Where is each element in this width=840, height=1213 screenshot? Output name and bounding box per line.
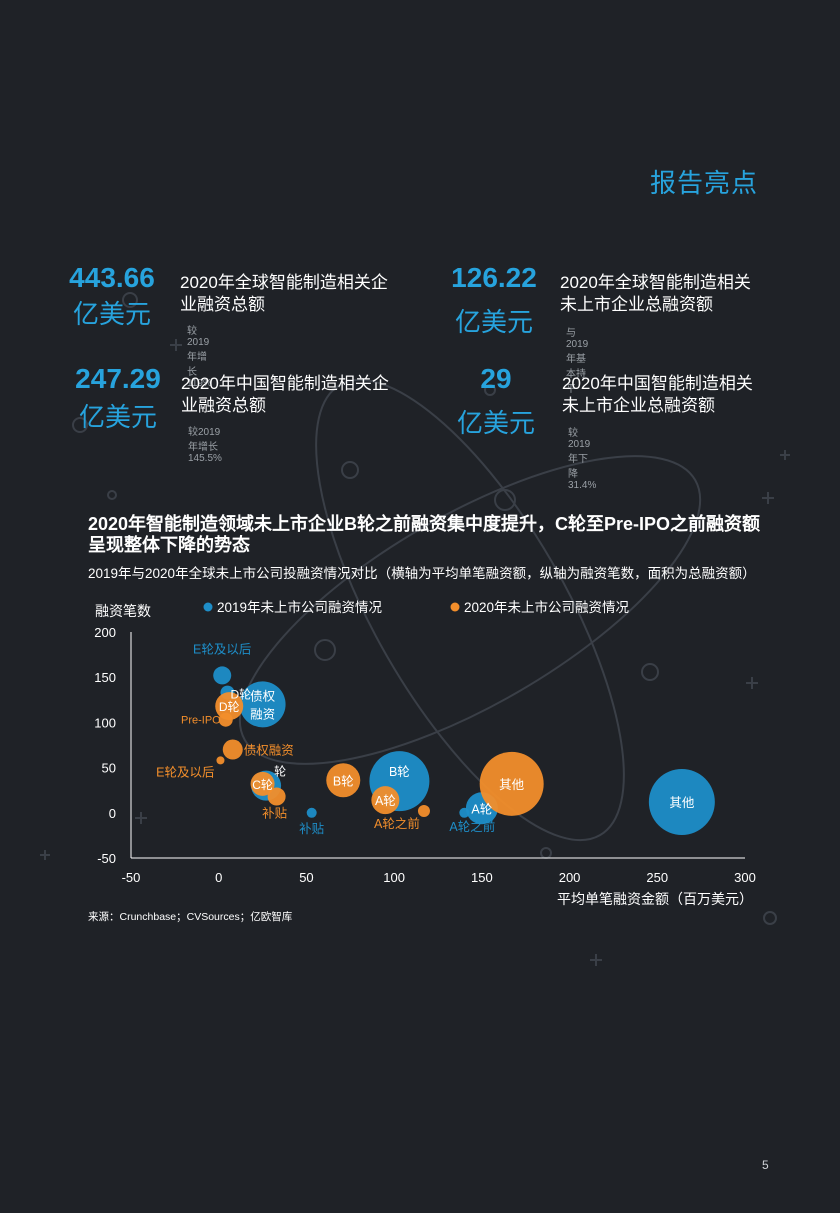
stat-unit: 亿美元: [72, 299, 151, 329]
stat-unit: 亿美元: [454, 307, 533, 337]
bubble-label: 债权: [250, 688, 276, 703]
bubble-label: E轮及以后: [193, 642, 251, 656]
bubble-label: 债权融资: [244, 743, 294, 758]
bubble-label: 补贴: [262, 806, 287, 821]
bubble-label: B轮: [333, 774, 354, 788]
bubble-2020: [250, 771, 275, 796]
bubble-label: A轮: [375, 794, 396, 808]
stat-desc-line1: 2020年全球智能制造相关企: [180, 273, 388, 292]
bubble-label: B轮: [389, 765, 410, 779]
stat-unit: 亿美元: [456, 408, 535, 438]
x-tick-label: 200: [559, 870, 581, 885]
y-tick-label: 50: [102, 761, 116, 776]
page-number: 5: [762, 1158, 769, 1172]
bubble-label: Pre-IPO: [181, 715, 221, 727]
bubble-label: E轮及以后: [156, 765, 214, 779]
y-tick-label: 200: [94, 625, 116, 640]
bubble-label: D轮: [230, 688, 251, 702]
y-axis-label: 融资笔数: [95, 603, 151, 619]
stat-value: 443.66: [69, 262, 155, 293]
bubble-2020: [216, 756, 225, 765]
bubble-label: 补贴: [299, 821, 324, 836]
stat-desc-line2: 未上市企业总融资额: [562, 396, 715, 415]
bubble-label: A轮: [471, 802, 492, 816]
stat-desc-line2: 未上市企业总融资额: [560, 295, 713, 314]
legend-label: 2020年未上市公司融资情况: [464, 599, 630, 615]
stat-note: 较2019年增长119%: [187, 326, 212, 389]
bubble-label: C轮: [252, 778, 273, 792]
bubble-2020: [417, 804, 430, 817]
x-tick-label: 300: [734, 870, 756, 885]
stat-value: 126.22: [451, 262, 537, 293]
bubble-2020: [215, 692, 244, 721]
x-tick-label: 250: [646, 870, 668, 885]
bubble-label: 融资: [250, 707, 275, 721]
x-tick-label: 0: [215, 870, 222, 885]
bubble-2019: [306, 807, 317, 818]
bubble-2019: [648, 768, 715, 835]
section-title: 报告亮点: [650, 168, 759, 198]
bubble-label: 其他: [499, 778, 525, 792]
bubble-2019: [213, 666, 232, 685]
stat-note: 较2019年增长145.5%: [188, 427, 222, 464]
stat-value: 247.29: [75, 363, 161, 394]
bubble-label: D轮: [219, 700, 240, 714]
bubble-2020: [371, 786, 400, 815]
stat-unit: 亿美元: [78, 402, 157, 432]
stat-desc-line1: 2020年中国智能制造相关: [562, 374, 753, 393]
x-tick-label: 150: [471, 870, 493, 885]
x-tick-label: 100: [383, 870, 405, 885]
stat-note: 与2019年基本持平: [566, 328, 589, 395]
legend-marker: [203, 602, 213, 612]
bubble-2020: [267, 787, 286, 806]
stat-value: 29: [480, 363, 512, 394]
bubble-label: A轮之前: [374, 816, 420, 831]
bubble-2020: [218, 712, 233, 727]
chart-subtitle: 2019年与2020年全球未上市公司投融资情况对比（横轴为平均单笔融资额，纵轴为…: [88, 566, 756, 581]
stat-desc-line2: 业融资总额: [180, 295, 265, 314]
y-tick-label: 150: [94, 670, 116, 685]
bubble-2020: [222, 739, 243, 760]
legend-label: 2019年未上市公司融资情况: [217, 599, 383, 615]
legend-marker: [450, 602, 460, 612]
stat-desc-line1: 2020年全球智能制造相关: [560, 273, 751, 292]
bubble-2020: [326, 763, 361, 798]
y-tick-label: -50: [97, 851, 116, 866]
stat-note: 较2019年下降31.4%: [568, 428, 597, 491]
bubble-label: 轮: [274, 765, 286, 779]
bubble-2019: [239, 681, 286, 728]
bubble-2020: [479, 751, 544, 816]
source-note: 来源：Crunchbase；CVSources；亿欧智库: [88, 911, 293, 923]
y-tick-label: 100: [94, 715, 116, 730]
stat-desc-line1: 2020年中国智能制造相关企: [181, 374, 389, 393]
y-tick-label: 0: [109, 806, 116, 821]
x-tick-label: -50: [122, 870, 141, 885]
bubble-label: 其他: [669, 796, 695, 810]
bubble-label: A轮之前: [449, 819, 495, 834]
chart-heading: 2020年智能制造领域未上市企业B轮之前融资集中度提升，C轮至Pre-IPO之前…: [88, 514, 761, 555]
stat-desc-line2: 业融资总额: [181, 396, 266, 415]
x-tick-label: 50: [299, 870, 313, 885]
x-axis-label: 平均单笔融资金额（百万美元）: [557, 891, 753, 907]
